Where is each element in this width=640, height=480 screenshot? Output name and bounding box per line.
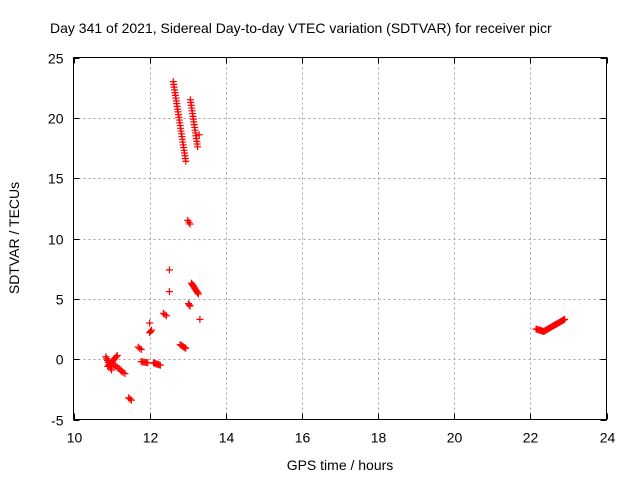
data-points (102, 78, 569, 404)
x-tick-label: 10 (67, 430, 83, 446)
chart-title: Day 341 of 2021, Sidereal Day-to-day VTE… (50, 20, 552, 36)
data-point (127, 396, 135, 404)
x-tick-label: 16 (295, 430, 311, 446)
x-axis-label: GPS time / hours (287, 457, 394, 473)
x-tick-label: 18 (371, 430, 387, 446)
data-point (185, 301, 193, 309)
data-point (126, 395, 134, 403)
data-point (162, 312, 170, 320)
y-tick-label: 5 (56, 292, 64, 308)
axis-ticks (73, 57, 608, 421)
data-point (194, 289, 202, 297)
data-point (147, 327, 155, 335)
x-tick-label: 12 (143, 430, 159, 446)
data-point (185, 218, 193, 226)
data-point (156, 361, 164, 369)
data-point (181, 344, 189, 352)
data-point (111, 362, 119, 370)
x-tick-label: 22 (523, 430, 539, 446)
data-point (182, 157, 190, 165)
data-point (121, 370, 129, 378)
data-point (196, 315, 204, 323)
data-point (112, 353, 120, 361)
y-tick-label: 10 (48, 232, 64, 248)
data-point (136, 344, 144, 352)
data-point (108, 366, 116, 374)
data-point (113, 352, 121, 360)
data-point (161, 311, 169, 319)
x-tick-label: 14 (219, 430, 235, 446)
y-axis-label: SDTVAR / TECUs (6, 182, 22, 294)
y-tick-label: -5 (51, 413, 64, 429)
y-tick-label: 25 (48, 51, 64, 67)
data-point (195, 131, 203, 139)
data-point (186, 302, 194, 310)
plot-frame (73, 57, 607, 420)
y-tick-label: 15 (48, 171, 64, 187)
data-point (137, 346, 145, 354)
data-point (165, 288, 173, 296)
data-point (561, 315, 569, 323)
tick-labels: 10 12 14 16 18 20 22 24 -5 0 5 10 15 20 25 (48, 51, 616, 446)
data-point (194, 290, 202, 298)
x-tick-label: 24 (600, 430, 616, 446)
x-tick-label: 20 (447, 430, 463, 446)
y-tick-label: 20 (48, 111, 64, 127)
data-point (186, 220, 194, 228)
y-tick-label: 0 (56, 352, 64, 368)
data-point (148, 326, 156, 334)
data-point (182, 344, 190, 352)
grid-lines (73, 57, 607, 420)
data-point (194, 143, 202, 151)
data-point (146, 319, 154, 327)
data-point (165, 266, 173, 274)
